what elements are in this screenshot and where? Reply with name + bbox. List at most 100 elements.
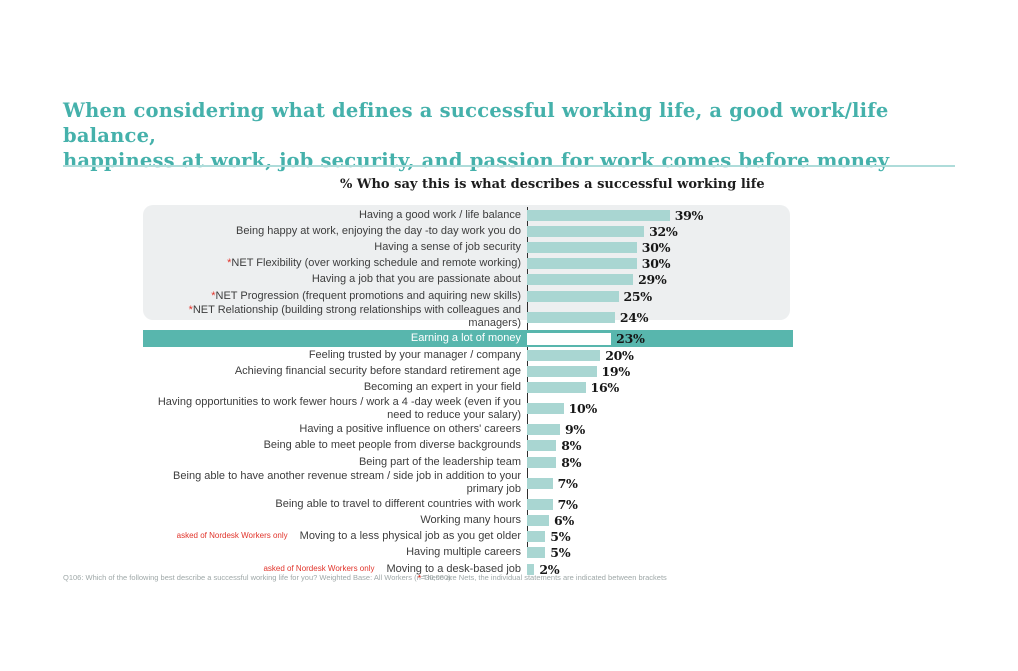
row-barzone: 7% <box>527 476 793 491</box>
row-bar <box>527 498 553 510</box>
row-barzone: 25% <box>527 289 793 304</box>
row-bar <box>527 365 597 377</box>
row-label: Having a good work / life balance <box>358 208 521 221</box>
row-bar <box>527 563 535 575</box>
row-barzone: 19% <box>527 364 793 379</box>
chart-row: Working many hours 6% <box>143 512 793 528</box>
bar-chart: Having a good work / life balance 39% Be… <box>143 207 793 577</box>
row-bar <box>527 332 612 345</box>
page-title-line1: When considering what defines a successf… <box>63 99 889 147</box>
row-barzone: 2% <box>527 562 793 577</box>
row-value: 7% <box>557 496 578 512</box>
title-divider <box>63 165 955 167</box>
row-bar <box>527 225 645 237</box>
chart-row: Becoming an expert in your field 16% <box>143 380 793 396</box>
net-asterisk: * <box>211 289 216 302</box>
chart-row: Having multiple careers 5% <box>143 545 793 561</box>
row-bar <box>527 274 634 286</box>
chart-row: *NET Flexibility (over working schedule … <box>143 256 793 272</box>
row-label: *NET Flexibility (over working schedule … <box>227 257 521 270</box>
row-label: Being able to travel to different countr… <box>275 497 521 510</box>
chart-row: Being part of the leadership team 8% <box>143 454 793 470</box>
row-value: 6% <box>553 513 574 529</box>
page-title: When considering what defines a successf… <box>63 98 963 173</box>
row-bar <box>527 209 670 221</box>
row-value: 32% <box>649 223 678 239</box>
row-barzone: 23% <box>527 330 793 347</box>
row-label: Achieving financial security before stan… <box>234 364 521 377</box>
row-label: *NET Relationship (building strong relat… <box>188 304 521 330</box>
net-asterisk: * <box>227 257 232 270</box>
row-bar <box>527 258 637 270</box>
row-barzone: 8% <box>527 455 793 470</box>
row-barzone: 6% <box>527 513 793 528</box>
row-label: Having a job that you are passionate abo… <box>311 273 521 286</box>
chart-row: Being able to meet people from diverse b… <box>143 438 793 454</box>
row-label: asked of Nordesk Workers only Moving to a… <box>176 530 521 543</box>
chart-row: Having a good work / life balance 39% <box>143 207 793 223</box>
row-value: 7% <box>557 475 578 491</box>
row-barzone: 30% <box>527 240 793 255</box>
row-value: 29% <box>638 272 667 288</box>
row-value: 8% <box>561 454 582 470</box>
row-barzone: 39% <box>527 208 793 223</box>
row-bar <box>527 515 549 527</box>
row-bar <box>527 382 586 394</box>
row-label: Having multiple careers <box>406 546 521 559</box>
row-value: 23% <box>616 331 645 347</box>
row-value: 19% <box>601 363 631 379</box>
row-value: 2% <box>539 561 560 577</box>
row-barzone: 8% <box>527 438 793 453</box>
net-asterisk: * <box>188 304 193 317</box>
row-label: Being part of the leadership team <box>358 455 521 468</box>
row-label: Being able to have another revenue strea… <box>173 470 521 496</box>
row-label: asked of Nordesk Workers only Moving to a… <box>263 562 521 575</box>
row-label: Having opportunities to work fewer hours… <box>157 395 521 421</box>
row-bar <box>527 440 557 452</box>
top-group-panel <box>143 205 790 320</box>
row-value: 10% <box>568 401 598 417</box>
row-label: Feeling trusted by your manager / compan… <box>308 348 521 361</box>
chart-row: Having opportunities to work fewer hours… <box>143 396 793 422</box>
chart-row: Achieving financial security before stan… <box>143 363 793 379</box>
row-bar <box>527 403 564 415</box>
row-label: Earning a lot of money <box>410 332 521 345</box>
footnote-source: Q106: Which of the following best descri… <box>63 573 453 582</box>
chart-row: Earning a lot of money 23% <box>143 330 793 348</box>
row-barzone: 5% <box>527 529 793 544</box>
row-barzone: 5% <box>527 545 793 560</box>
row-note: asked of Nordesk Workers only <box>176 531 288 541</box>
page-title-line2: happiness at work, job security, and pas… <box>63 149 890 172</box>
row-label: Being able to meet people from diverse b… <box>263 439 521 452</box>
row-value: 5% <box>550 545 571 561</box>
row-value: 9% <box>564 422 585 438</box>
row-value: 20% <box>605 347 634 363</box>
row-bar <box>527 349 601 361</box>
row-label: Becoming an expert in your field <box>363 381 521 394</box>
row-bar <box>527 531 546 543</box>
row-bar <box>527 456 557 468</box>
row-barzone: 7% <box>527 497 793 512</box>
row-bar <box>527 424 560 436</box>
row-value: 30% <box>641 256 671 272</box>
row-bar <box>527 241 637 253</box>
row-label: Having a positive influence on others' c… <box>299 423 521 436</box>
row-barzone: 32% <box>527 224 793 239</box>
chart-row: Having a job that you are passionate abo… <box>143 272 793 288</box>
row-note: asked of Nordesk Workers only <box>263 563 375 573</box>
chart-row: Being able to have another revenue strea… <box>143 470 793 496</box>
chart-row: Having a sense of job security 30% <box>143 239 793 255</box>
chart-row: asked of Nordesk Workers only Moving to a… <box>143 561 793 577</box>
row-label: Working many hours <box>420 514 521 527</box>
row-bar <box>527 547 546 559</box>
row-label: Being happy at work, enjoying the day -t… <box>236 224 521 237</box>
row-barzone: 9% <box>527 422 793 437</box>
footnote-asterisk: * <box>418 573 421 582</box>
chart-row: Having a positive influence on others' c… <box>143 422 793 438</box>
chart-row: Feeling trusted by your manager / compan… <box>143 347 793 363</box>
row-label: Having a sense of job security <box>374 240 521 253</box>
row-value: 16% <box>590 380 620 396</box>
row-value: 39% <box>674 207 704 223</box>
row-barzone: 29% <box>527 272 793 287</box>
chart-row: Being happy at work, enjoying the day -t… <box>143 223 793 239</box>
